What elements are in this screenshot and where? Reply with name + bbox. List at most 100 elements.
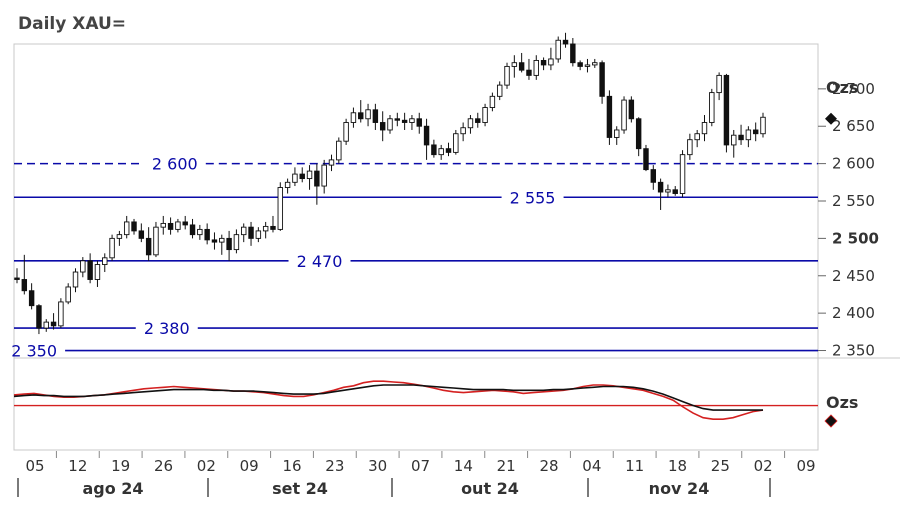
- candle-body: [540, 59, 547, 66]
- x-tick-label: 25: [711, 457, 730, 475]
- candle-body: [687, 139, 693, 156]
- candle-body: [467, 118, 474, 129]
- candle-body: [438, 148, 444, 156]
- candle-body: [182, 221, 188, 226]
- candle-body: [460, 127, 466, 135]
- candle-body: [482, 107, 488, 123]
- candle-body: [701, 122, 708, 135]
- candle-body: [453, 133, 459, 153]
- chart-title: Daily XAU=: [18, 14, 127, 34]
- candle-body: [248, 226, 254, 239]
- candle-body: [592, 62, 598, 66]
- candle-body: [94, 264, 101, 280]
- price-panel-frame: [13, 43, 819, 359]
- candle-body: [123, 221, 130, 236]
- y-tick-label: 2 600: [832, 155, 875, 173]
- x-tick-label: 30: [368, 457, 387, 475]
- candle-body: [628, 99, 635, 120]
- candle-body: [665, 189, 671, 193]
- candle-body: [584, 64, 591, 67]
- candle-body: [577, 62, 583, 67]
- x-tick-label: 02: [754, 457, 773, 475]
- candle-body: [72, 271, 79, 288]
- y-tick-label: 2 450: [832, 267, 875, 285]
- candle-body: [80, 260, 86, 273]
- y-tick-label: 2 500: [832, 229, 879, 247]
- candle-body: [606, 95, 613, 138]
- candle-body: [226, 237, 232, 251]
- candle-body: [526, 69, 532, 76]
- x-tick-label: 09: [796, 457, 815, 475]
- candle-body: [504, 65, 510, 86]
- candle-body: [204, 228, 210, 241]
- candle-body: [50, 321, 57, 327]
- candle-body: [270, 225, 276, 230]
- candle-body: [299, 173, 305, 180]
- x-tick-label: 11: [625, 457, 644, 475]
- price-unit-label: Ozs: [826, 78, 858, 97]
- candle-body: [694, 133, 700, 141]
- candle-body: [445, 148, 452, 153]
- candle-body: [343, 122, 349, 142]
- level-label: 2 350: [11, 342, 57, 361]
- candle-body: [716, 74, 722, 94]
- candle-body: [365, 109, 371, 120]
- candle-body: [731, 134, 737, 146]
- indicator-last-marker: [824, 414, 838, 428]
- candle-body: [262, 225, 269, 232]
- month-label: nov 24: [649, 479, 710, 498]
- x-tick-label: 23: [325, 457, 344, 475]
- candle-body: [423, 125, 430, 146]
- candle-body: [416, 118, 422, 127]
- candle-body: [518, 62, 525, 71]
- candle-body: [401, 119, 408, 123]
- last-value-marker: [825, 112, 837, 125]
- x-tick-label: 07: [411, 457, 430, 475]
- candle-body: [738, 134, 744, 141]
- candle-body: [102, 257, 108, 265]
- x-tick-label: 09: [240, 457, 259, 475]
- level-label: 2 470: [297, 252, 343, 271]
- candle-body: [599, 62, 605, 97]
- x-tick-label: 26: [154, 457, 173, 475]
- y-tick-label: 2 400: [832, 304, 875, 322]
- candle-body: [643, 148, 649, 171]
- y-tick-label: 2 550: [832, 192, 875, 210]
- candle-body: [635, 118, 642, 150]
- candle-body: [350, 112, 357, 123]
- candle-body: [372, 109, 379, 123]
- candle-body: [489, 95, 496, 108]
- candle-body: [28, 290, 35, 307]
- candle-body: [277, 187, 284, 230]
- level-label: 2 380: [144, 319, 190, 338]
- candle-body: [255, 230, 262, 239]
- candle-body: [58, 301, 64, 327]
- candle-body: [314, 170, 320, 187]
- candle-body: [752, 129, 759, 135]
- candle-body: [284, 181, 291, 188]
- candle-body: [189, 224, 196, 236]
- level-label: 2 600: [152, 155, 198, 174]
- candle-body: [614, 129, 620, 138]
- candle-body: [131, 221, 137, 232]
- indicator-panel-frame: [13, 357, 819, 451]
- candle-body: [621, 99, 627, 131]
- candle-body: [475, 118, 481, 123]
- candle-body: [153, 226, 159, 256]
- candle-body: [292, 173, 298, 183]
- candle-body: [533, 59, 539, 76]
- candle-body: [562, 39, 569, 45]
- candle-body: [650, 169, 657, 183]
- x-tick-label: 18: [668, 457, 687, 475]
- candle-body: [160, 222, 166, 228]
- x-tick-label: 04: [582, 457, 601, 475]
- month-label: ago 24: [82, 479, 143, 498]
- month-label: out 24: [461, 479, 519, 498]
- candle-body: [197, 228, 203, 236]
- x-tick-label: 14: [454, 457, 473, 475]
- candle-body: [306, 170, 313, 180]
- candle-body: [109, 237, 115, 259]
- x-tick-label: 12: [68, 457, 87, 475]
- candle-body: [745, 129, 752, 141]
